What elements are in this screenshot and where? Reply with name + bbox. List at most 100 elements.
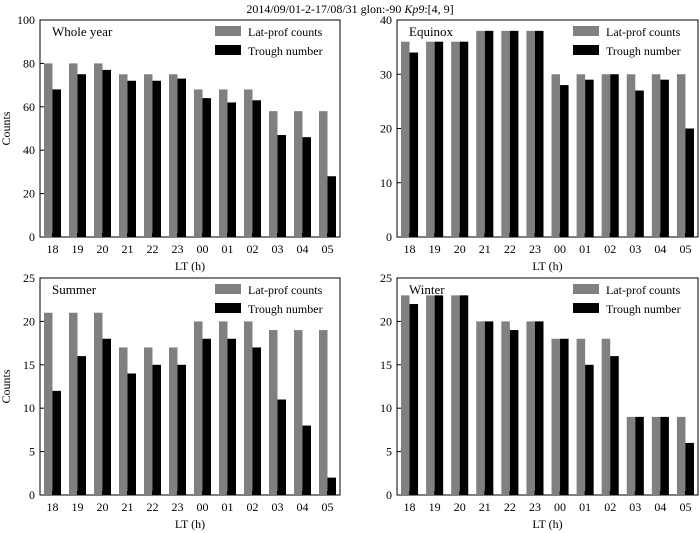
legend-whole-year: Lat-prof counts Trough number (215, 25, 323, 58)
x-tick-label: 23 (529, 500, 541, 514)
x-tick-label: 23 (172, 500, 184, 514)
x-tick-label: 02 (604, 500, 616, 514)
bar-lat-prof-counts-18 (401, 295, 410, 495)
y-tick-label: 10 (23, 401, 35, 415)
suptitle-range: :[4, 9] (424, 2, 453, 16)
bar-trough-number-18 (409, 52, 419, 237)
legend-equinox: Lat-prof counts Trough number (573, 25, 681, 58)
x-tick-label: 02 (247, 242, 259, 256)
x-tick-label: 20 (454, 500, 466, 514)
bar-lat-prof-counts-23 (169, 347, 178, 495)
bar-trough-number-05 (685, 128, 694, 237)
bar-lat-prof-counts-20 (94, 63, 103, 238)
bar-trough-number-22 (509, 30, 519, 237)
bar-lat-prof-counts-21 (119, 347, 128, 495)
bar-lat-prof-counts-21 (119, 74, 128, 237)
panel-title: Winter (409, 282, 445, 297)
x-tick-label: 00 (554, 500, 566, 514)
bar-trough-number-05 (685, 442, 694, 495)
y-tick-label: 5 (29, 445, 35, 459)
bar-lat-prof-counts-04 (294, 111, 303, 237)
bar-lat-prof-counts-20 (451, 295, 460, 495)
y-tick-label: 10 (380, 176, 392, 190)
bar-lat-prof-counts-02 (244, 89, 253, 237)
bar-trough-number-00 (202, 338, 211, 495)
bar-trough-number-03 (635, 416, 644, 495)
bar-trough-number-20 (102, 69, 111, 237)
y-tick-label: 0 (29, 488, 35, 502)
bar-lat-prof-counts-01 (576, 338, 586, 495)
x-axis-label: LT (h) (532, 517, 562, 531)
y-axis-label: Counts (0, 369, 13, 403)
x-tick-label: 18 (47, 242, 59, 256)
bar-lat-prof-counts-20 (94, 312, 103, 495)
x-tick-label: 18 (47, 500, 59, 514)
bar-trough-number-04 (302, 425, 311, 495)
legend-label-lat-prof-counts: Lat-prof counts (248, 283, 323, 297)
bar-trough-number-01 (585, 79, 594, 237)
bar-lat-prof-counts-20 (451, 41, 460, 238)
bar-lat-prof-counts-22 (144, 347, 153, 495)
x-tick-label: 02 (247, 500, 259, 514)
bar-lat-prof-counts-00 (551, 74, 561, 237)
x-tick-label: 21 (479, 242, 491, 256)
x-tick-label: 18 (404, 500, 416, 514)
x-tick-label: 05 (679, 500, 691, 514)
x-tick-label: 01 (579, 500, 591, 514)
bar-trough-number-20 (459, 41, 469, 238)
bar-lat-prof-counts-21 (476, 30, 485, 237)
axes-frame-whole-year (39, 19, 341, 238)
bar-lat-prof-counts-03 (626, 416, 636, 495)
y-tick-label: 30 (380, 67, 392, 81)
x-axis-label: LT (h) (532, 259, 562, 273)
bar-lat-prof-counts-03 (269, 111, 278, 237)
bar-trough-number-03 (277, 399, 286, 495)
bar-trough-number-03 (277, 135, 286, 237)
bar-trough-number-18 (409, 304, 419, 495)
bar-lat-prof-counts-01 (219, 89, 228, 237)
bar-trough-number-19 (77, 74, 86, 237)
x-tick-label: 23 (529, 242, 541, 256)
bar-lat-prof-counts-04 (651, 74, 661, 237)
bar-trough-number-19 (434, 41, 444, 238)
bar-lat-prof-counts-19 (426, 295, 435, 495)
bar-trough-number-18 (52, 89, 61, 237)
bar-trough-number-01 (227, 102, 236, 238)
bar-lat-prof-counts-00 (551, 338, 561, 495)
bar-trough-number-20 (459, 295, 469, 495)
y-tick-label: 60 (23, 100, 35, 114)
bar-trough-number-03 (635, 90, 644, 238)
bar-trough-number-23 (534, 30, 544, 237)
x-tick-label: 01 (222, 242, 234, 256)
bar-trough-number-02 (610, 356, 619, 495)
bar-lat-prof-counts-04 (651, 416, 661, 495)
x-tick-label: 00 (197, 242, 209, 256)
bar-trough-number-23 (177, 78, 186, 237)
y-tick-label: 20 (380, 314, 392, 328)
bar-trough-number-01 (227, 338, 236, 495)
legend-swatch-trough-number (215, 45, 241, 55)
x-tick-label: 04 (654, 500, 666, 514)
legend-swatch-lat-prof-counts (573, 26, 599, 36)
bar-lat-prof-counts-01 (219, 321, 228, 495)
y-tick-label: 40 (23, 143, 35, 157)
x-tick-label: 00 (554, 242, 566, 256)
bar-trough-number-04 (660, 416, 669, 495)
x-tick-label: 22 (504, 242, 516, 256)
legend-label-lat-prof-counts: Lat-prof counts (606, 25, 681, 39)
y-tick-label: 25 (380, 271, 392, 285)
legend-label-lat-prof-counts: Lat-prof counts (606, 283, 681, 297)
x-tick-label: 03 (629, 242, 641, 256)
bar-lat-prof-counts-23 (169, 74, 178, 237)
x-tick-label: 19 (72, 500, 84, 514)
y-tick-label: 0 (386, 230, 392, 244)
x-tick-label: 03 (272, 500, 284, 514)
y-tick-label: 20 (23, 314, 35, 328)
panel-whole-year: 0 20 40 60 80 100 18 19 20 21 22 23 00 01 02 03 04 05 LT (… (0, 13, 341, 273)
bar-lat-prof-counts-05 (676, 74, 686, 237)
x-tick-label: 04 (297, 500, 309, 514)
x-tick-label: 19 (72, 242, 84, 256)
